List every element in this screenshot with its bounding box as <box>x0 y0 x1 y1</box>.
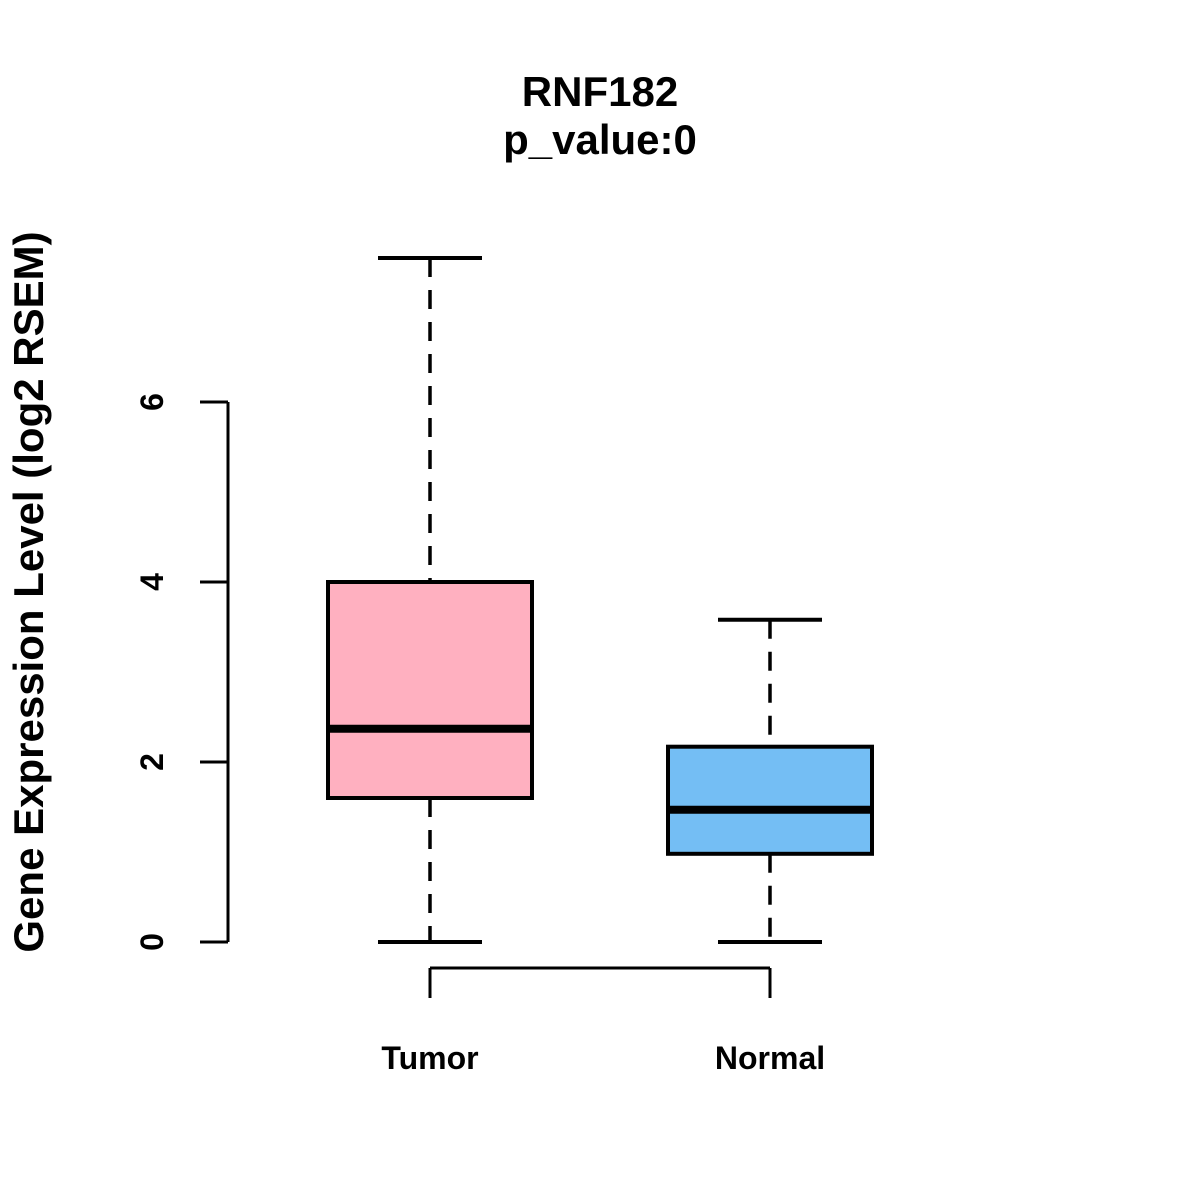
x-label-normal: Normal <box>714 1040 826 1076</box>
box-tumor <box>326 580 534 800</box>
chart-title: RNF182 <box>521 68 679 115</box>
title-block: RNF182 p_value:0 <box>0 68 1200 164</box>
y-axis-tick-label: 0 <box>134 933 170 951</box>
chart-subtitle: p_value:0 <box>503 116 697 163</box>
y-axis-tick-label: 2 <box>134 753 170 771</box>
y-axis-tick-label: 6 <box>134 393 170 411</box>
x-label-tumor: Tumor <box>381 1040 479 1076</box>
box-normal <box>666 744 874 856</box>
y-axis-tick-label: 4 <box>134 573 170 591</box>
